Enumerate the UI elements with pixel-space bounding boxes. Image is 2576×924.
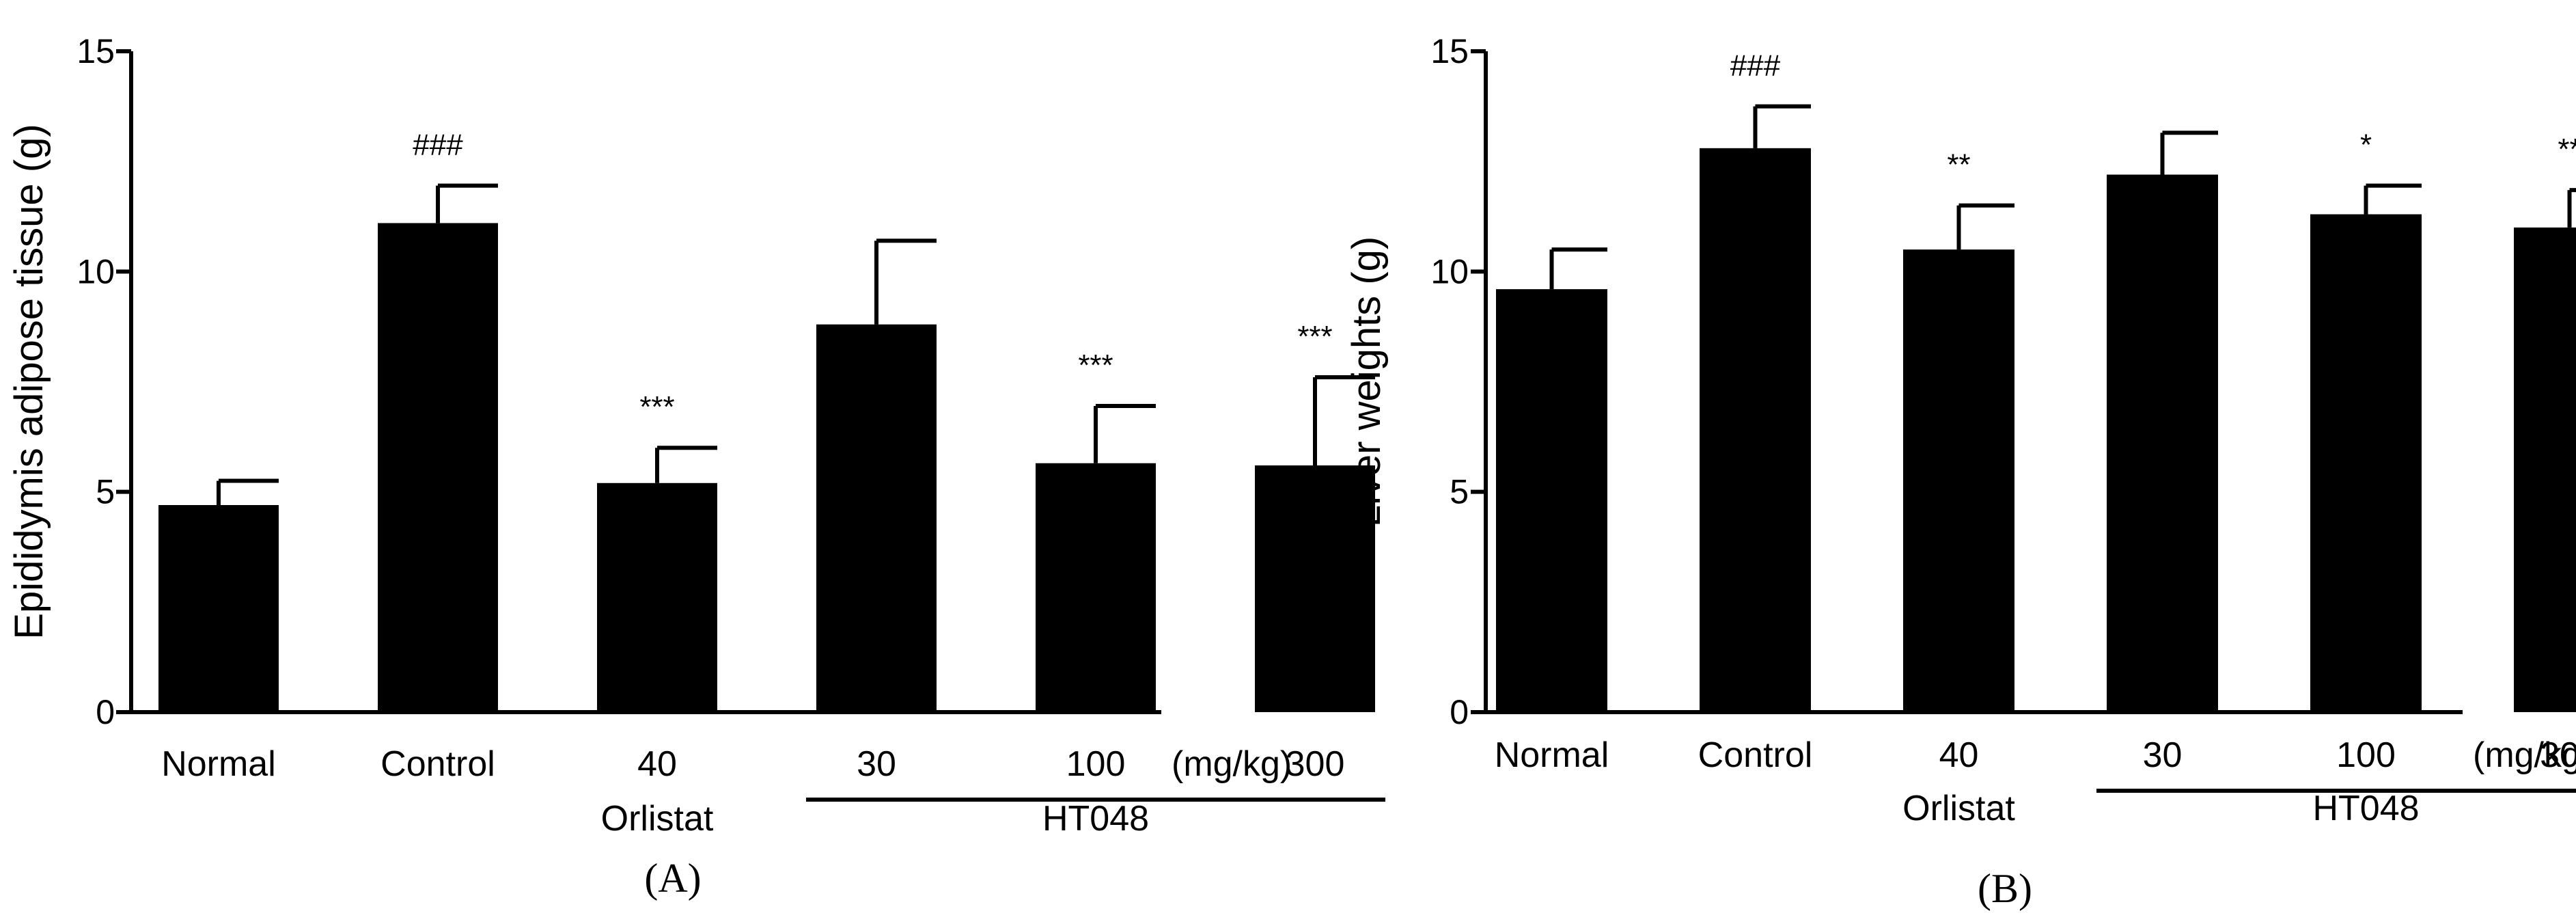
panel-label: (B) bbox=[1978, 866, 2032, 911]
y-tick-label: 10 bbox=[77, 252, 115, 290]
bar bbox=[2107, 174, 2218, 713]
group-label: Orlistat bbox=[1902, 789, 2015, 828]
group-label: HT048 bbox=[1042, 799, 1149, 839]
category-label: 300 bbox=[1286, 744, 1345, 784]
bar bbox=[816, 324, 937, 712]
panel-label: (A) bbox=[644, 856, 701, 901]
category-label: 30 bbox=[2143, 735, 2183, 775]
y-tick-label: 5 bbox=[96, 473, 115, 511]
category-label: Normal bbox=[1495, 735, 1609, 775]
y-tick-label: 10 bbox=[1430, 252, 1469, 290]
group-label: HT048 bbox=[2312, 789, 2419, 828]
category-label: 300 bbox=[2540, 735, 2576, 775]
category-label: 40 bbox=[1939, 735, 1979, 775]
group-label: Orlistat bbox=[601, 799, 714, 839]
y-tick-label: 0 bbox=[96, 693, 115, 731]
significance-label: *** bbox=[639, 390, 674, 424]
panel-b: 0 5 10 15 Liver weights (g) Normal ### Control *… bbox=[1344, 32, 2576, 911]
significance-label: *** bbox=[1297, 320, 1332, 353]
significance-label: *** bbox=[1078, 349, 1113, 382]
bar bbox=[1496, 289, 1607, 712]
significance-label: * bbox=[2360, 128, 2372, 162]
category-label: Control bbox=[1698, 735, 1813, 775]
bar bbox=[597, 483, 717, 712]
category-label: Control bbox=[380, 744, 495, 784]
unit-label: (mg/kg) bbox=[1172, 744, 1292, 784]
significance-label: ### bbox=[1730, 49, 1781, 83]
category-label: Normal bbox=[161, 744, 276, 784]
significance-label: ** bbox=[1947, 148, 1970, 182]
y-tick-label: 15 bbox=[77, 32, 115, 70]
bar bbox=[1903, 249, 2014, 713]
category-label: 30 bbox=[857, 744, 896, 784]
y-tick-label: 5 bbox=[1450, 473, 1469, 511]
y-axis-title: Liver weights (g) bbox=[1344, 236, 1389, 527]
bar bbox=[1700, 148, 1811, 712]
category-label: 40 bbox=[637, 744, 677, 784]
significance-label: ### bbox=[413, 128, 463, 162]
bar bbox=[2310, 214, 2422, 712]
category-label: 100 bbox=[1066, 744, 1126, 784]
y-axis-title: Epididymis adipose tissue (g) bbox=[7, 124, 51, 639]
bar bbox=[378, 223, 498, 712]
y-tick-label: 0 bbox=[1450, 693, 1469, 731]
y-tick-label: 15 bbox=[1430, 32, 1469, 70]
category-label: 100 bbox=[2336, 735, 2396, 775]
bar bbox=[158, 505, 279, 712]
bar bbox=[1036, 463, 1156, 712]
bar bbox=[2514, 227, 2576, 712]
bar bbox=[1255, 465, 1375, 712]
significance-label: ** bbox=[2558, 133, 2576, 166]
panel-a: 0 5 10 15 Epididymis adipose tissue (g) Norma… bbox=[7, 32, 1385, 901]
unit-label: (mg/kg) bbox=[2473, 735, 2576, 775]
